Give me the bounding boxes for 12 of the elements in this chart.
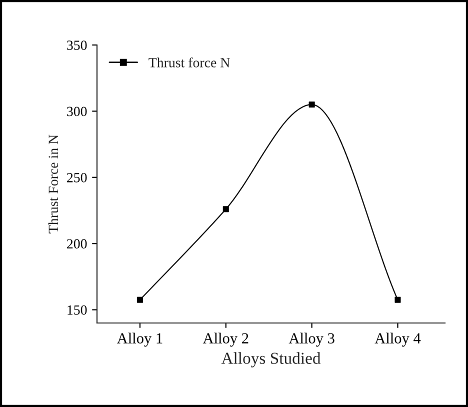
y-tick-label: 250 [67, 172, 87, 182]
x-tick-label: Alloy 2 [202, 332, 248, 347]
legend-label: Thrust force N [148, 57, 230, 68]
y-tick-label: 350 [67, 40, 87, 50]
y-tick-label: 300 [67, 106, 87, 116]
y-axis-title: Thrust Force in N [48, 134, 58, 234]
y-tick-label: 150 [68, 305, 87, 315]
x-tick-label: Alloy 4 [374, 332, 421, 347]
x-axis-title: Alloys Studied [221, 352, 321, 368]
x-tick-label: Alloy 3 [288, 332, 334, 347]
y-tick-label: 200 [67, 239, 87, 249]
x-tick-label: Alloy 1 [116, 332, 162, 347]
